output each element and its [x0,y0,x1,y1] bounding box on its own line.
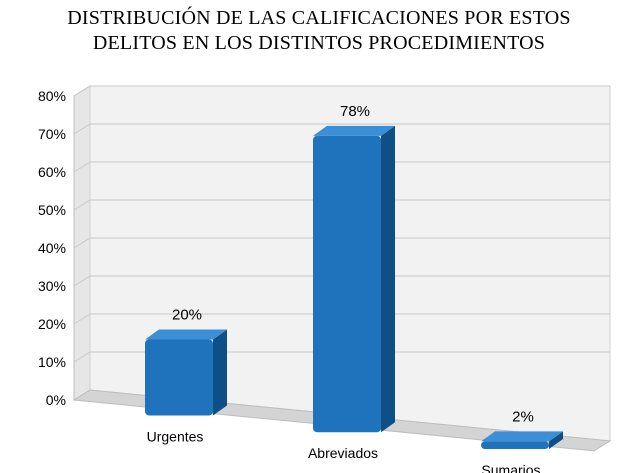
bar-top [145,329,227,340]
y-tick-label: 0% [46,392,66,408]
x-category-label: Urgentes [147,428,204,444]
bar-sumarios [481,431,563,449]
y-tick-label: 10% [38,354,66,370]
bar-side [381,125,395,433]
y-tick-label: 70% [38,126,66,142]
chart-title: DISTRIBUCIÓN DE LAS CALIFICACIONES POR E… [0,6,638,56]
bar-side [549,431,563,449]
bar-top [481,431,563,442]
gridline [73,313,610,325]
y-tick-label: 30% [38,278,66,294]
y-tick-label: 80% [38,88,66,104]
data-label: 2% [512,408,534,425]
data-label: 78% [340,103,370,120]
bar-abreviados [313,125,395,433]
gridline [73,85,610,97]
chart-title-line-2: DELITOS EN LOS DISTINTOS PROCEDIMIENTOS [92,32,546,54]
y-tick-label: 20% [38,316,66,332]
data-label: 20% [172,306,202,323]
gridline [73,351,610,363]
chart-title-line-1: DISTRIBUCIÓN DE LAS CALIFICACIONES POR E… [67,7,571,29]
gridline [73,161,610,173]
gridline [73,275,610,287]
bar-top [313,125,395,136]
bar-urgentes [145,329,227,416]
bar-front [145,339,213,416]
y-tick-label: 40% [38,240,66,256]
x-category-label: Abreviados [308,445,378,461]
y-tick-label: 60% [38,164,66,180]
gridline [73,199,610,211]
gridline [73,237,610,249]
y-tick-label: 50% [38,202,66,218]
x-category-label: Sumarios [481,462,540,473]
gridline [73,123,610,135]
bar-side [213,329,227,416]
bar-front [313,135,381,433]
bar-front [481,441,549,449]
